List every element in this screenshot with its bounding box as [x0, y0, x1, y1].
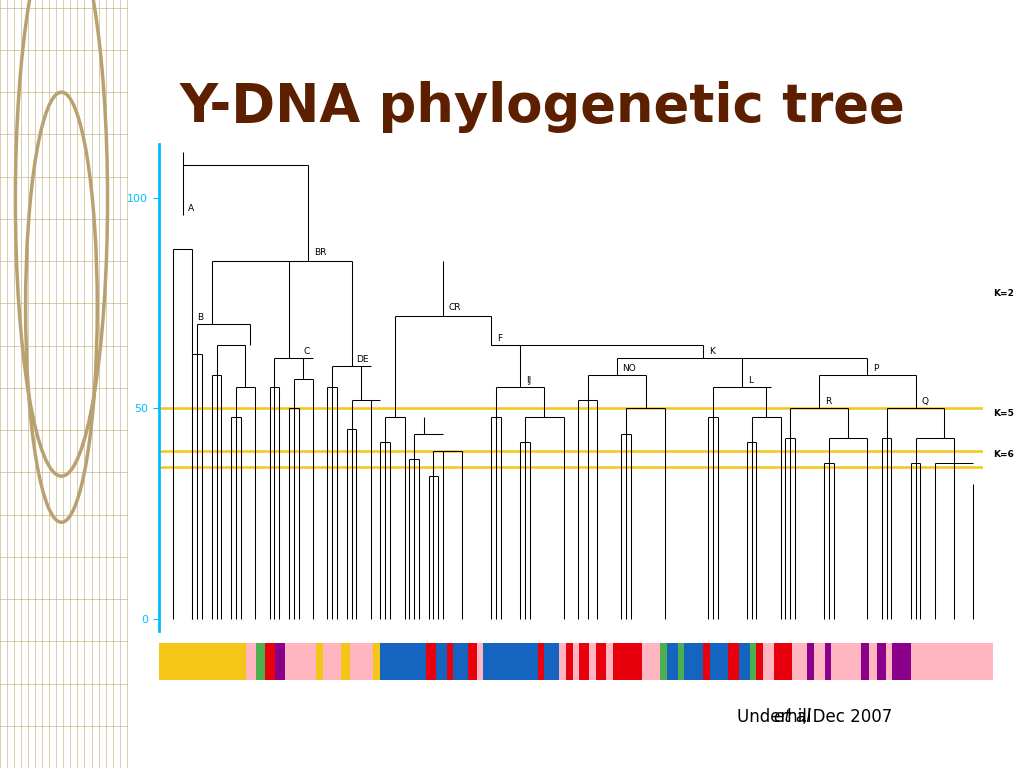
Bar — [580, 643, 590, 680]
Bar — [426, 643, 436, 680]
Bar — [750, 643, 757, 680]
Bar — [702, 643, 710, 680]
Bar — [738, 643, 750, 680]
Bar — [596, 643, 606, 680]
Bar — [436, 643, 446, 680]
Bar — [425, 227, 452, 243]
Text: F: F — [497, 334, 502, 343]
Text: Y-DNA phylogenetic tree: Y-DNA phylogenetic tree — [179, 81, 905, 133]
Bar — [425, 249, 452, 265]
Bar — [831, 643, 860, 680]
Bar — [892, 643, 910, 680]
Bar — [454, 643, 468, 680]
Bar — [793, 643, 807, 680]
Bar — [678, 643, 684, 680]
Text: CR: CR — [449, 303, 462, 312]
Bar — [350, 643, 373, 680]
Bar — [341, 643, 350, 680]
Bar — [483, 643, 538, 680]
Bar — [316, 643, 324, 680]
Bar — [559, 643, 566, 680]
Bar — [660, 643, 667, 680]
Text: B: B — [198, 313, 204, 323]
Bar — [446, 643, 454, 680]
Text: K: K — [710, 347, 715, 356]
Text: K=5: K=5 — [993, 409, 1015, 418]
Bar — [774, 643, 793, 680]
Text: Americas: Americas — [461, 296, 510, 306]
Text: Europe: Europe — [461, 274, 498, 284]
Text: et al: et al — [774, 708, 811, 726]
Bar — [814, 643, 824, 680]
Bar — [265, 643, 274, 680]
Text: NO: NO — [623, 364, 636, 372]
Bar — [590, 643, 596, 680]
Bar — [538, 643, 545, 680]
Bar — [380, 643, 426, 680]
Bar — [824, 643, 831, 680]
Bar — [566, 643, 572, 680]
Bar — [878, 643, 886, 680]
Bar — [869, 643, 878, 680]
Text: Q: Q — [922, 397, 929, 406]
Bar — [324, 643, 341, 680]
Bar — [860, 643, 869, 680]
Bar — [924, 643, 993, 680]
Bar — [910, 643, 924, 680]
Bar — [612, 643, 642, 680]
Bar — [425, 271, 452, 287]
Bar — [710, 643, 728, 680]
Text: Oceania: Oceania — [461, 252, 504, 262]
Bar — [684, 643, 702, 680]
Bar — [285, 643, 316, 680]
Text: South Asia: South Asia — [461, 230, 517, 240]
Text: Sub-Saharan Africa: Sub-Saharan Africa — [461, 184, 561, 194]
Bar — [425, 181, 452, 197]
Bar — [545, 643, 559, 680]
Bar — [572, 643, 580, 680]
Bar — [468, 643, 477, 680]
Bar — [477, 643, 483, 680]
Text: P: P — [873, 364, 879, 372]
Bar — [256, 643, 265, 680]
Text: DE: DE — [356, 356, 369, 364]
Text: BR: BR — [314, 248, 327, 257]
Text: L: L — [748, 376, 753, 386]
Bar — [757, 643, 763, 680]
Bar — [667, 643, 678, 680]
Bar — [728, 643, 738, 680]
Text: K=2: K=2 — [993, 289, 1015, 298]
Bar — [763, 643, 774, 680]
Bar — [425, 293, 452, 310]
Bar — [807, 643, 814, 680]
Bar — [373, 643, 380, 680]
Bar — [642, 643, 660, 680]
Bar — [886, 643, 892, 680]
Text: East Asia: East Asia — [461, 207, 509, 217]
Text: Underhill: Underhill — [737, 708, 817, 726]
Text: R: R — [825, 397, 831, 406]
Bar — [606, 643, 612, 680]
Bar — [425, 204, 452, 220]
Bar — [159, 643, 247, 680]
Text: IJ: IJ — [526, 376, 531, 386]
Text: , Dec 2007: , Dec 2007 — [802, 708, 892, 726]
Text: A: A — [187, 204, 194, 213]
Bar — [247, 643, 256, 680]
Text: C: C — [303, 347, 309, 356]
Bar — [274, 643, 285, 680]
Text: K=6: K=6 — [993, 450, 1015, 459]
